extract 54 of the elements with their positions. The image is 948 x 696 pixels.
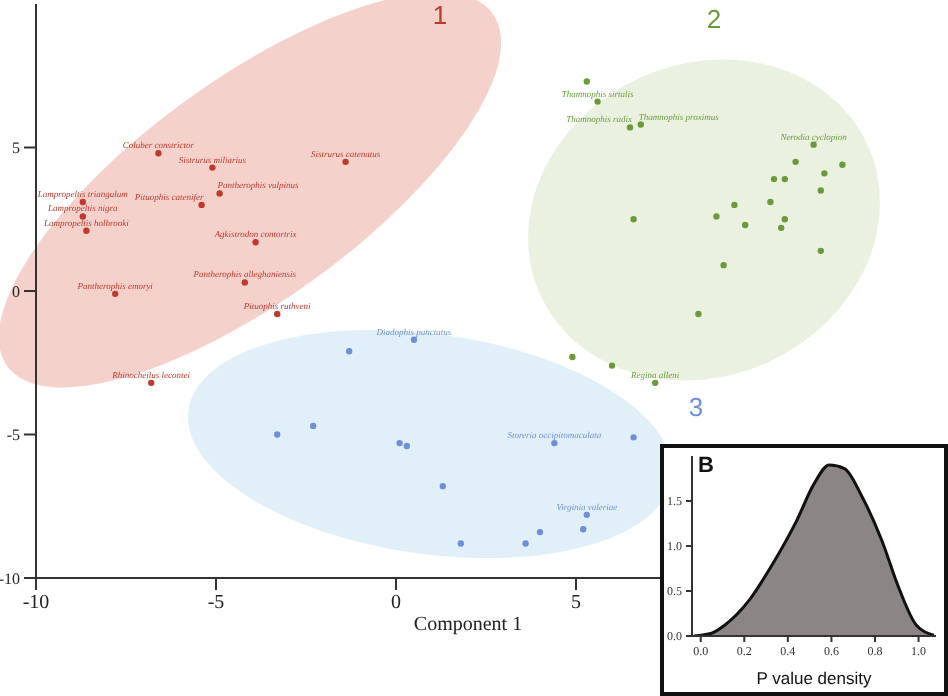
point bbox=[792, 158, 799, 166]
point bbox=[439, 482, 446, 490]
point bbox=[695, 310, 702, 318]
point bbox=[767, 198, 774, 206]
point bbox=[626, 124, 634, 131]
point bbox=[274, 431, 281, 438]
point bbox=[770, 175, 778, 183]
point bbox=[569, 353, 576, 361]
y-tick-label: -5 bbox=[6, 426, 20, 445]
point bbox=[713, 213, 720, 220]
point bbox=[583, 511, 590, 519]
point bbox=[209, 164, 216, 171]
point bbox=[310, 422, 317, 430]
x-tick-label: 5 bbox=[571, 592, 581, 615]
point bbox=[781, 175, 788, 183]
point bbox=[241, 279, 248, 286]
point bbox=[396, 439, 403, 447]
point bbox=[630, 434, 637, 441]
point bbox=[216, 190, 223, 197]
point bbox=[403, 442, 410, 450]
x-tick-label: 0 bbox=[391, 592, 401, 615]
point bbox=[522, 540, 529, 547]
point bbox=[155, 150, 162, 157]
point bbox=[630, 216, 637, 223]
point bbox=[608, 362, 616, 369]
point bbox=[731, 201, 738, 209]
point bbox=[720, 261, 727, 269]
point bbox=[817, 247, 824, 255]
point bbox=[652, 379, 659, 387]
y-tick-label: 0 bbox=[12, 282, 20, 301]
x-axis-title: P value density bbox=[756, 668, 873, 688]
chart-title: B bbox=[698, 454, 714, 478]
text: 3 bbox=[688, 392, 704, 422]
point bbox=[580, 526, 587, 533]
point bbox=[346, 348, 353, 355]
y-tick-label: -10 bbox=[0, 569, 20, 588]
point bbox=[817, 187, 824, 194]
point bbox=[583, 78, 590, 85]
text: 2 bbox=[706, 4, 722, 34]
point bbox=[781, 216, 788, 223]
x-tick-label: -5 bbox=[207, 592, 225, 615]
point bbox=[342, 158, 349, 166]
point bbox=[536, 528, 544, 536]
point bbox=[252, 239, 259, 246]
text: 1 bbox=[432, 0, 448, 30]
point bbox=[821, 170, 828, 177]
point bbox=[742, 221, 749, 229]
point bbox=[274, 310, 281, 318]
point bbox=[457, 540, 464, 547]
point bbox=[148, 379, 155, 387]
point bbox=[839, 161, 846, 168]
point bbox=[778, 224, 785, 232]
y-tick-label: 5 bbox=[12, 139, 20, 158]
x-axis-title: Component 1 bbox=[413, 614, 523, 636]
